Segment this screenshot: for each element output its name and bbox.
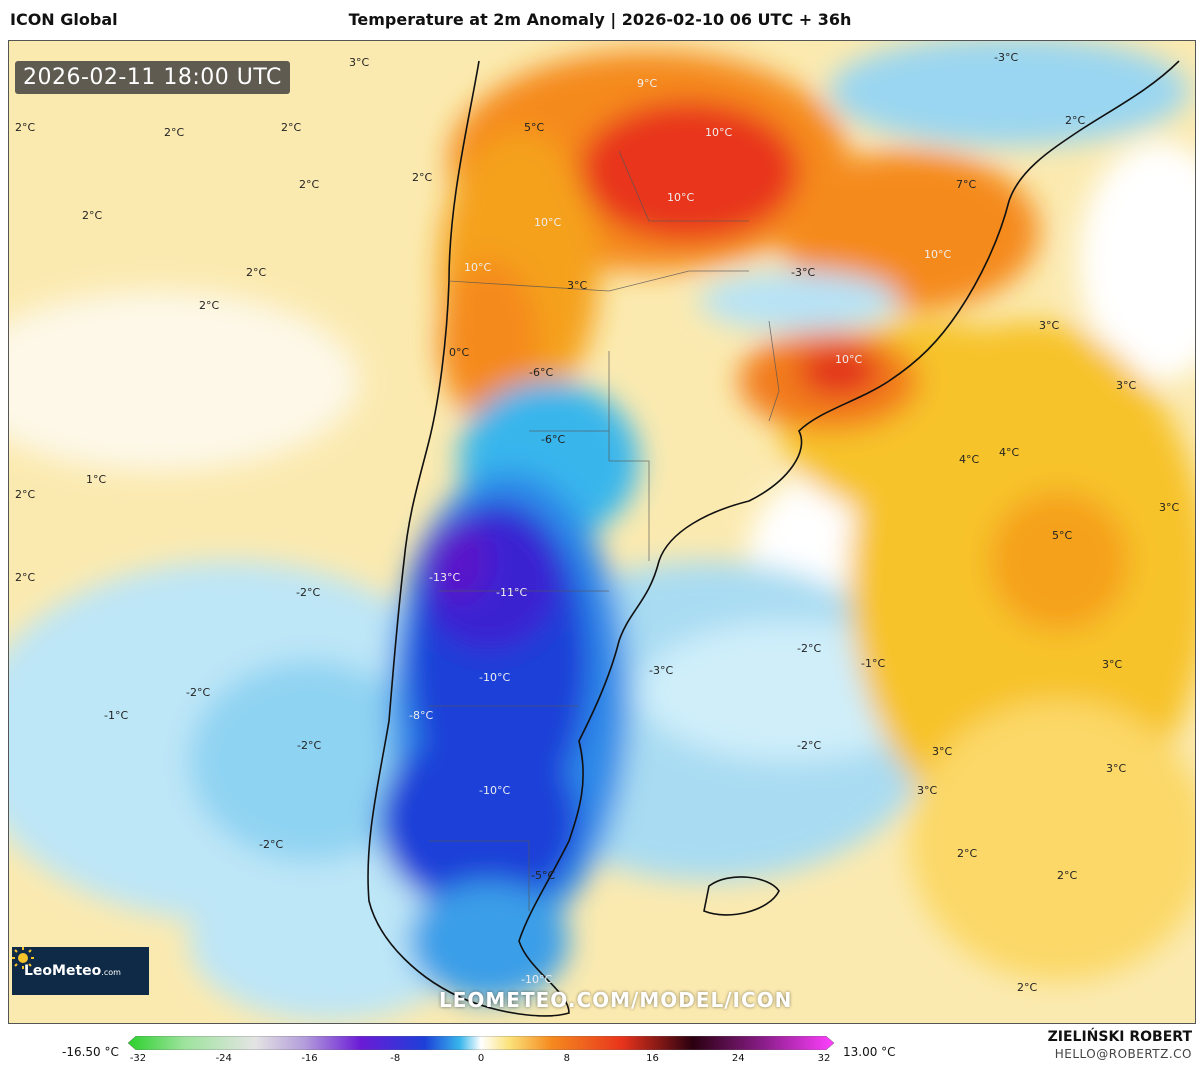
colorbar-tick: 16 [646, 1053, 659, 1064]
temperature-label: 2°C [957, 847, 978, 860]
model-name: ICON Global [10, 10, 118, 29]
temperature-label: 2°C [412, 171, 433, 184]
temperature-label: -3°C [994, 51, 1019, 64]
temperature-label: 2°C [299, 178, 320, 191]
temperature-label: 1°C [86, 473, 107, 486]
leometeo-logo: LeoMeteo.com [12, 947, 149, 995]
temperature-label: 3°C [1102, 658, 1123, 671]
temperature-label: 10°C [705, 126, 733, 139]
temperature-label: -1°C [104, 709, 129, 722]
colorbar-tick: 8 [563, 1053, 570, 1064]
temperature-label: 10°C [464, 261, 492, 274]
temperature-label: 2°C [82, 209, 103, 222]
temperature-label: 10°C [835, 353, 863, 366]
temperature-label: -6°C [529, 366, 554, 379]
colorbar-max-label: 13.00 °C [843, 1045, 896, 1059]
temperature-label: 3°C [349, 56, 370, 69]
temperature-label: -2°C [797, 739, 822, 752]
colorbar-tick: -32 [129, 1053, 147, 1064]
temperature-label: 2°C [199, 299, 220, 312]
colorbar-tick: -16 [301, 1053, 318, 1064]
temperature-label: 2°C [281, 121, 302, 134]
temperature-label: 4°C [959, 453, 980, 466]
temperature-label: -10°C [479, 671, 511, 684]
anomaly-map: 2026-02-11 18:00 UTC 3°C 2°C 2°C 2°C 2°C 2°C 2… [8, 40, 1196, 1024]
colorbar [128, 1036, 834, 1050]
temperature-label: -13°C [429, 571, 461, 584]
map-canvas [9, 41, 1195, 1023]
temperature-label: 3°C [567, 279, 588, 292]
temperature-label: -2°C [797, 642, 822, 655]
temperature-label: -5°C [531, 869, 556, 882]
valid-time-badge: 2026-02-11 18:00 UTC [15, 61, 290, 94]
colorbar-ticks: -32 -24 -16 -8 0 8 16 24 32 [128, 1053, 834, 1067]
temperature-label: -2°C [259, 838, 284, 851]
chart-title: Temperature at 2m Anomaly | 2026-02-10 0… [348, 10, 852, 29]
temperature-label: -10°C [521, 973, 553, 986]
temperature-label: 2°C [15, 488, 36, 501]
colorbar-tick: -8 [390, 1053, 401, 1064]
temperature-label: 3°C [1106, 762, 1127, 775]
temperature-label: 5°C [524, 121, 545, 134]
brand-name: LeoMeteo.com [24, 963, 121, 979]
temperature-label: 4°C [999, 446, 1020, 459]
temperature-label: 2°C [1065, 114, 1086, 127]
colorbar-tick: -24 [215, 1053, 232, 1064]
boundaries [429, 150, 780, 911]
temperature-label: -2°C [296, 586, 321, 599]
temperature-label: -8°C [409, 709, 434, 722]
temperature-label: 9°C [637, 77, 658, 90]
temperature-label: 0°C [449, 346, 470, 359]
anomaly-field [9, 41, 1195, 1021]
temperature-label: 7°C [956, 178, 977, 191]
temperature-label: 10°C [534, 216, 562, 229]
temperature-label: -11°C [496, 586, 528, 599]
temperature-label: 2°C [1057, 869, 1078, 882]
temperature-label: 2°C [246, 266, 267, 279]
temperature-label: -2°C [186, 686, 211, 699]
temperature-label: 2°C [15, 571, 36, 584]
temperature-label: 2°C [15, 121, 36, 134]
temperature-label: -3°C [791, 266, 816, 279]
temperature-label: -3°C [649, 664, 674, 677]
temperature-label: -2°C [297, 739, 322, 752]
coastline [367, 60, 1180, 1017]
temperature-label: 10°C [924, 248, 952, 261]
temperature-label: 2°C [164, 126, 185, 139]
temperature-label: 3°C [1039, 319, 1060, 332]
temperature-label: -10°C [479, 784, 511, 797]
temperature-label: 3°C [1159, 501, 1180, 514]
colorbar-tick: 0 [477, 1053, 485, 1064]
sun-icon [12, 947, 34, 969]
colorbar-tick: 32 [817, 1053, 831, 1064]
temperature-label: 2°C [1017, 981, 1038, 994]
temperature-label: 3°C [932, 745, 953, 758]
temperature-label: -1°C [861, 657, 886, 670]
colorbar-tick: 24 [731, 1053, 745, 1064]
author-name: ZIELIŃSKI ROBERT [1047, 1029, 1192, 1045]
temperature-label: 5°C [1052, 529, 1073, 542]
temperature-label: 3°C [1116, 379, 1137, 392]
author-email: HELLO@ROBERTZ.CO [1054, 1047, 1192, 1061]
watermark-url: LEOMETEO.COM/MODEL/ICON [439, 988, 793, 1012]
colorbar-min-label: -16.50 °C [62, 1045, 119, 1059]
temperature-label: 10°C [667, 191, 695, 204]
temperature-label: -6°C [541, 433, 566, 446]
temperature-label: 3°C [917, 784, 938, 797]
